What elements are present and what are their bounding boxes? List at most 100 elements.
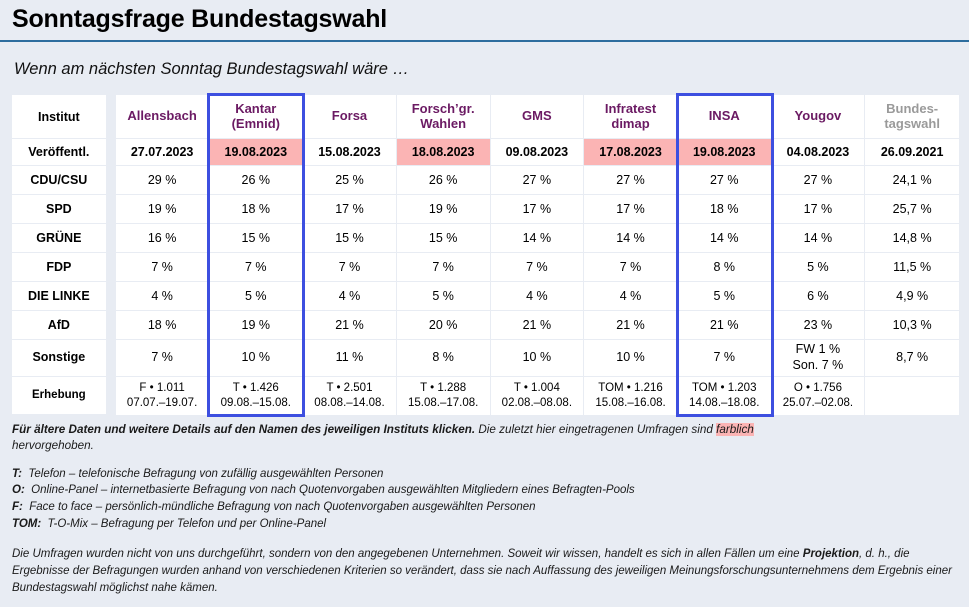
poll-value-cell: 8 % [677, 253, 772, 282]
table-row: Erhebung F • 1.011 07.07.–19.07. T • 1.426 0… [12, 377, 959, 415]
column-header-insa[interactable]: INSA [677, 95, 772, 139]
legend-entry: TOM: T-O-Mix – Befragung per Telefon und… [12, 516, 957, 533]
survey-method-cell: TOM • 1.216 15.08.–16.08. [584, 377, 678, 415]
disclaimer-text: Die Umfragen wurden nicht von uns durchg… [12, 546, 957, 596]
survey-method-cell: O • 1.756 25.07.–02.08. [771, 377, 866, 415]
publish-date-cell: 09.08.2023 [490, 139, 585, 166]
poll-value-cell: 14 % [490, 224, 585, 253]
publish-date-cell: 27.07.2023 [115, 139, 210, 166]
poll-value-cell: 7 % [115, 253, 210, 282]
publish-date-cell: 15.08.2023 [303, 139, 397, 166]
note-rest-a: Die zuletzt hier eingetragenen Umfragen … [475, 423, 717, 436]
poll-value-cell: 27 % [584, 166, 678, 195]
poll-value-cell: 7 % [584, 253, 678, 282]
poll-value-cell: 18 % [115, 311, 210, 340]
table-row: SPD 19 % 18 % 17 % 19 % 17 % 17 % 18 % 17 % 25,7 … [12, 195, 959, 224]
disclaimer-bold: Projektion [802, 548, 860, 561]
poll-value-cell: 8 % [396, 340, 491, 377]
table-row: CDU/CSU 29 % 26 % 25 % 26 % 27 % 27 % 27 % 27 % 2… [12, 166, 959, 195]
row-label-spd: SPD [12, 195, 107, 224]
publish-date-cell: 19.08.2023 [677, 139, 772, 166]
method-legend: T: Telefon – telefonische Befragung von … [12, 466, 957, 533]
publish-date-cell: 04.08.2023 [771, 139, 866, 166]
page-title: Sonntagsfrage Bundestagswahl [12, 5, 388, 33]
poll-value-cell: 4 % [490, 282, 585, 311]
poll-value-cell: 5 % [396, 282, 491, 311]
poll-value-cell: 5 % [771, 253, 866, 282]
legend-key: T: [12, 467, 23, 480]
publish-date-cell: 17.08.2023 [584, 139, 678, 166]
poll-value-cell: 25 % [303, 166, 397, 195]
legend-key: TOM: [12, 517, 42, 530]
poll-value-cell: 4 % [115, 282, 210, 311]
row-label-afd: AfD [12, 311, 107, 340]
legend-description: Telefon – telefonische Befragung von zuf… [22, 467, 384, 480]
page-subtitle: Wenn am nächsten Sonntag Bundestagswahl … [14, 60, 410, 78]
legend-description: Face to face – persönlich-mündliche Befr… [22, 500, 536, 513]
column-header-line1: GMS [522, 108, 552, 124]
column-header-gms[interactable]: GMS [490, 95, 585, 139]
column-header-line1: Bundes- [886, 100, 939, 116]
poll-value-cell: 26 % [396, 166, 491, 195]
header-institut: Institut [12, 95, 107, 139]
table-row: Veröffentl. 27.07.2023 19.08.2023 15.08.202… [12, 139, 959, 166]
poll-value-cell: 7 % [209, 253, 304, 282]
column-spacer [106, 282, 116, 311]
column-spacer [106, 195, 116, 224]
table-row: Sonstige 7 % 10 % 11 % 8 % 10 % 10 % 7 % FW 1 % S… [12, 340, 959, 377]
poll-value-cell: 17 % [303, 195, 397, 224]
note-highlight-word: farblich [716, 423, 754, 436]
column-header-infratest[interactable]: Infratest dimap [584, 95, 678, 139]
column-header-allensbach[interactable]: Allensbach [115, 95, 210, 139]
column-header-line1: Kantar [235, 100, 277, 116]
poll-value-cell: 10 % [490, 340, 585, 377]
survey-method-cell: T • 1.004 02.08.–08.08. [490, 377, 585, 415]
column-header-line1: Forsa [331, 108, 368, 124]
poll-value-cell: 24,1 % [865, 166, 959, 195]
poll-value-cell: 27 % [677, 166, 772, 195]
poll-value-cell: 4 % [584, 282, 678, 311]
note-bold-text: Für ältere Daten und weitere Details auf… [12, 423, 476, 436]
poll-value-cell: 11,5 % [865, 253, 959, 282]
column-header-forsch-gr[interactable]: Forsch’gr. Wahlen [396, 95, 491, 139]
poll-value-cell: 4 % [303, 282, 397, 311]
table-row: FDP 7 % 7 % 7 % 7 % 7 % 7 % 8 % 5 % 11,5 % [12, 253, 959, 282]
poll-value-cell: 10 % [209, 340, 304, 377]
legend-entry: F: Face to face – persönlich-mündliche B… [12, 499, 957, 516]
poll-value-cell: 14,8 % [865, 224, 959, 253]
column-header-line1: Infratest [604, 100, 657, 116]
column-spacer [106, 139, 116, 166]
row-label-die-linke: DIE LINKE [12, 282, 107, 311]
poll-value-cell: 26 % [209, 166, 304, 195]
publish-date-cell: 18.08.2023 [396, 139, 491, 166]
poll-table-body: Veröffentl. 27.07.2023 19.08.2023 15.08.202… [12, 139, 959, 415]
column-header-line2: (Emnid) [231, 115, 280, 131]
column-header-line1: INSA [708, 108, 740, 124]
legend-description: Online-Panel – internetbasierte Befragun… [24, 484, 635, 497]
survey-method-cell: TOM • 1.203 14.08.–18.08. [677, 377, 772, 415]
note-rest-b: hervorgehoben. [12, 438, 94, 452]
column-header-kantar[interactable]: Kantar (Emnid) [209, 95, 304, 139]
column-header-yougov[interactable]: Yougov [771, 95, 866, 139]
poll-value-cell: 17 % [771, 195, 866, 224]
row-label-cdu-csu: CDU/CSU [12, 166, 107, 195]
column-header-line2: tagswahl [884, 115, 940, 131]
poll-value-cell: 20 % [396, 311, 491, 340]
poll-value-cell: FW 1 % Son. 7 % [771, 340, 866, 377]
column-spacer [106, 311, 116, 340]
legend-key: F: [12, 500, 23, 513]
poll-value-cell: 25,7 % [865, 195, 959, 224]
poll-value-cell: 14 % [584, 224, 678, 253]
poll-table-container: Institut Allensbach Kantar (Emnid) Forsa For… [0, 93, 969, 417]
poll-value-cell: 15 % [396, 224, 491, 253]
table-header-row: Institut Allensbach Kantar (Emnid) Forsa For… [12, 95, 959, 139]
column-header-forsa[interactable]: Forsa [303, 95, 397, 139]
poll-value-cell: 27 % [490, 166, 585, 195]
poll-value-cell: 4,9 % [865, 282, 959, 311]
survey-method-cell: F • 1.011 07.07.–19.07. [115, 377, 210, 415]
survey-method-cell: T • 2.501 08.08.–14.08. [303, 377, 397, 415]
poll-value-cell: 21 % [490, 311, 585, 340]
poll-value-cell: 21 % [584, 311, 678, 340]
poll-value-cell: 14 % [677, 224, 772, 253]
